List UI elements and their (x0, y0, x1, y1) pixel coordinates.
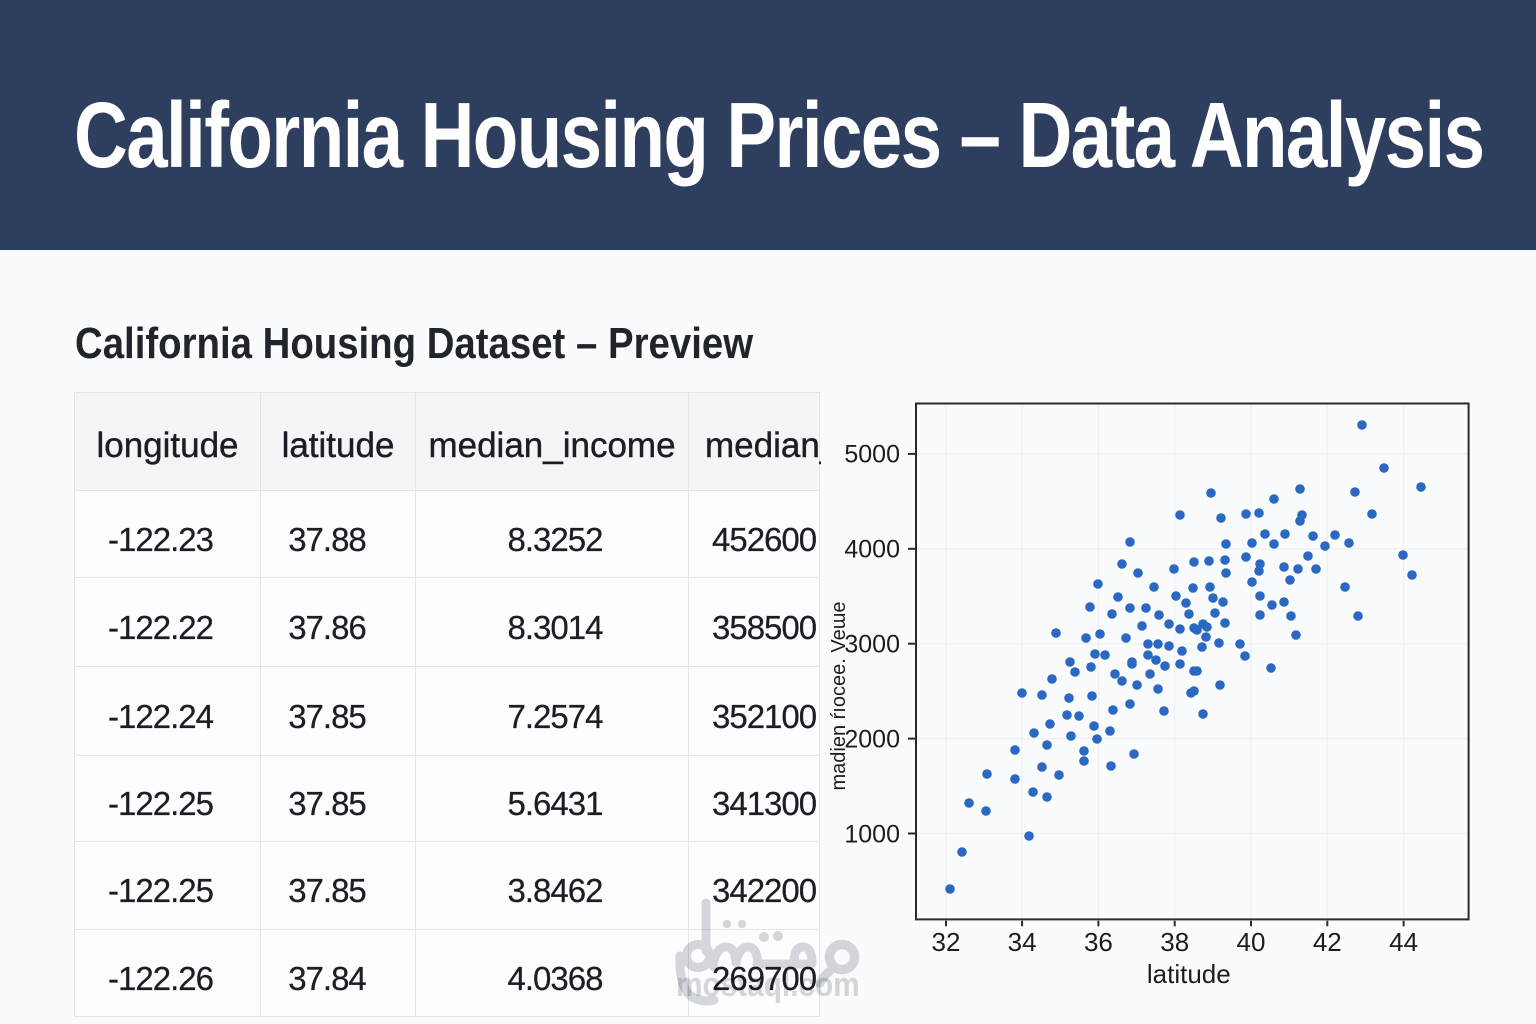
svg-text:madien ŕıocee. Veɯe: madien ŕıocee. Veɯe (828, 602, 850, 791)
svg-text:3000: 3000 (844, 631, 900, 659)
svg-text:36: 36 (1084, 927, 1113, 957)
svg-text:5000: 5000 (844, 441, 900, 469)
svg-text:40: 40 (1237, 927, 1266, 957)
svg-text:2000: 2000 (844, 725, 900, 753)
svg-text:latitude: latitude (1147, 959, 1231, 989)
svg-text:44: 44 (1389, 927, 1418, 957)
svg-text:34: 34 (1008, 927, 1037, 957)
svg-text:4000: 4000 (844, 536, 900, 564)
svg-text:1000: 1000 (844, 820, 900, 848)
svg-text:42: 42 (1313, 927, 1342, 957)
svg-text:32: 32 (932, 927, 961, 957)
svg-text:38: 38 (1160, 927, 1189, 957)
